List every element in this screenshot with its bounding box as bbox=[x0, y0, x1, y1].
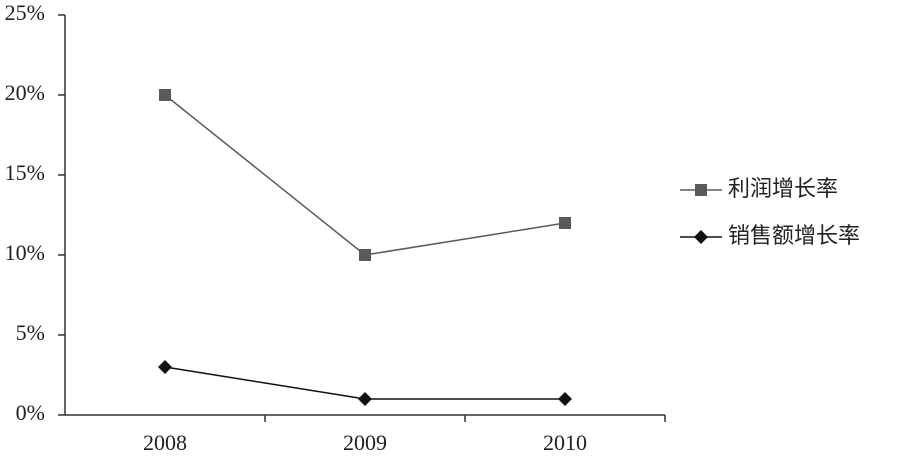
y-tick-label: 5% bbox=[16, 320, 45, 345]
data-point bbox=[559, 217, 571, 229]
data-point bbox=[558, 392, 572, 406]
legend-marker bbox=[694, 230, 708, 244]
data-point bbox=[158, 360, 172, 374]
y-tick-label: 0% bbox=[16, 400, 45, 425]
data-point bbox=[358, 392, 372, 406]
x-tick-label: 2009 bbox=[343, 430, 387, 455]
legend-label: 销售额增长率 bbox=[728, 224, 860, 249]
x-tick-label: 2010 bbox=[543, 430, 587, 455]
series-line bbox=[164, 94, 566, 256]
legend-marker bbox=[695, 184, 707, 196]
data-point bbox=[359, 249, 371, 261]
data-point bbox=[159, 89, 171, 101]
y-tick-label: 15% bbox=[5, 160, 45, 185]
y-tick-label: 25% bbox=[5, 0, 45, 25]
legend-label: 利润增长率 bbox=[728, 177, 838, 202]
x-tick-label: 2008 bbox=[143, 430, 187, 455]
y-tick-label: 10% bbox=[5, 240, 45, 265]
y-tick-label: 20% bbox=[5, 80, 45, 105]
